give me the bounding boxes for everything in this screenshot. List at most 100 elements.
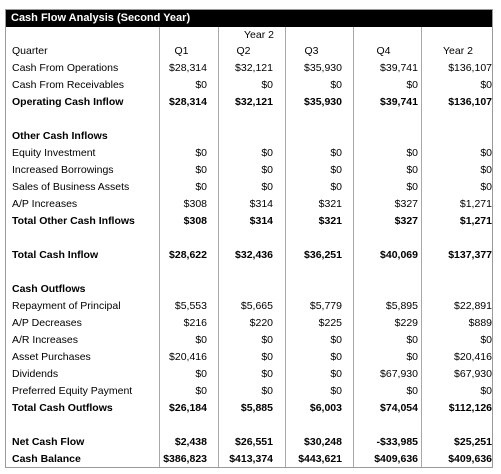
row-label: A/P Increases — [12, 198, 78, 210]
cell-q2: $0 — [261, 181, 273, 193]
cell-q1: $28,622 — [169, 249, 207, 261]
cell-year2: $0 — [480, 164, 492, 176]
cell-year2: $0 — [480, 181, 492, 193]
cell-q4 — [349, 128, 418, 145]
cell-q3: $0 — [330, 334, 342, 346]
cell-q3: $6,003 — [309, 402, 342, 414]
cell-q3 — [281, 417, 342, 434]
column-divider — [285, 27, 286, 467]
cell-year2: $67,930 — [454, 368, 492, 380]
row-label: Net Cash Flow — [12, 436, 85, 448]
cell-q3 — [281, 281, 342, 298]
cell-q2 — [214, 111, 273, 128]
row-label: A/P Decreases — [12, 317, 82, 329]
cash-flow-table: Cash Flow Analysis (Second Year) Year 2 … — [5, 9, 493, 468]
cell-q2: $0 — [261, 147, 273, 159]
cell-q3: $0 — [330, 368, 342, 380]
cell-q1: $20,416 — [169, 351, 207, 363]
cell-q4: $67,930 — [380, 368, 418, 380]
cell-q2 — [214, 230, 273, 247]
cell-q2: $32,121 — [235, 62, 273, 74]
row-label: Total Cash Inflow — [12, 249, 99, 261]
row-label: Total Cash Outflows — [12, 402, 113, 414]
cell-q3: $0 — [330, 385, 342, 397]
cell-q1: $0 — [195, 385, 207, 397]
cell-year2: $1,271 — [459, 215, 492, 227]
row-label: Repayment of Principal — [12, 300, 121, 312]
cell-q3: $321 — [318, 215, 342, 227]
cell-year2: $136,107 — [448, 62, 492, 74]
row-label: A/R Increases — [12, 334, 78, 346]
cell-q3 — [281, 264, 342, 281]
cell-year2: $137,377 — [448, 249, 492, 261]
cell-q4: $409,636 — [374, 453, 418, 465]
row-label: Preferred Equity Payment — [12, 385, 133, 397]
cell-q1: $0 — [195, 334, 207, 346]
cell-q2: $26,551 — [235, 436, 273, 448]
column-divider — [353, 27, 354, 467]
cell-q3: $35,930 — [304, 62, 342, 74]
cell-year2 — [424, 111, 492, 128]
cell-q4: $0 — [406, 147, 418, 159]
cell-q3: $443,621 — [298, 453, 342, 465]
cell-q1: $308 — [183, 198, 207, 210]
year-group-header: Year 2 — [244, 29, 274, 41]
cell-year2: $0 — [480, 147, 492, 159]
cell-q1: $308 — [183, 215, 207, 227]
cell-q2 — [214, 417, 273, 434]
cell-q2: $220 — [249, 317, 273, 329]
row-label: Total Other Cash Inflows — [12, 215, 135, 227]
row-label: Cash Balance — [12, 453, 81, 465]
cell-year2: $25,251 — [454, 436, 492, 448]
cell-q4: $5,895 — [385, 300, 418, 312]
row-label: Dividends — [12, 368, 59, 380]
cell-year2: $1,271 — [459, 198, 492, 210]
cell-q1 — [156, 264, 207, 281]
column-header-q4: Q4 — [376, 45, 391, 57]
cell-q1: $0 — [195, 147, 207, 159]
row-label: Asset Purchases — [12, 351, 91, 363]
table-title: Cash Flow Analysis (Second Year) — [6, 10, 492, 27]
cell-q1: $2,438 — [174, 436, 207, 448]
cell-year2 — [424, 128, 492, 145]
row-label: Cash Outflows — [12, 283, 86, 295]
cell-q4: $0 — [406, 351, 418, 363]
quarter-label: Quarter — [12, 45, 48, 57]
row-label: Increased Borrowings — [12, 164, 114, 176]
cell-q4: $39,741 — [380, 62, 418, 74]
cell-q4 — [349, 230, 418, 247]
cell-q4: $74,054 — [380, 402, 418, 414]
row-label: Operating Cash Inflow — [12, 96, 124, 108]
cell-q3: $321 — [318, 198, 342, 210]
cell-q4: $0 — [406, 385, 418, 397]
row-label: Cash From Receivables — [12, 79, 125, 91]
cell-q4: $0 — [406, 334, 418, 346]
cell-q4 — [349, 417, 418, 434]
cell-q3 — [281, 128, 342, 145]
cell-q2: $314 — [249, 215, 273, 227]
cell-q2: $32,121 — [235, 96, 273, 108]
cell-q1 — [156, 128, 207, 145]
column-divider — [421, 27, 422, 467]
cell-q4: $40,069 — [380, 249, 418, 261]
cell-q1: $386,823 — [163, 453, 207, 465]
cell-q4: $327 — [394, 215, 418, 227]
cell-year2 — [424, 264, 492, 281]
cell-year2 — [424, 230, 492, 247]
cell-year2: $0 — [480, 79, 492, 91]
cell-q2 — [214, 281, 273, 298]
row-label: Cash From Operations — [12, 62, 119, 74]
cell-year2 — [424, 281, 492, 298]
cell-q4 — [349, 264, 418, 281]
cell-q2: $0 — [261, 79, 273, 91]
cell-q3: $0 — [330, 79, 342, 91]
cell-q4: $0 — [406, 79, 418, 91]
cell-q2 — [214, 264, 273, 281]
cell-q2: $0 — [261, 385, 273, 397]
cell-q3: $5,779 — [309, 300, 342, 312]
cell-q2: $413,374 — [229, 453, 273, 465]
cell-q3: $0 — [330, 351, 342, 363]
row-label: Sales of Business Assets — [12, 181, 130, 193]
cell-year2: $409,636 — [448, 453, 492, 465]
cell-q1: $0 — [195, 164, 207, 176]
